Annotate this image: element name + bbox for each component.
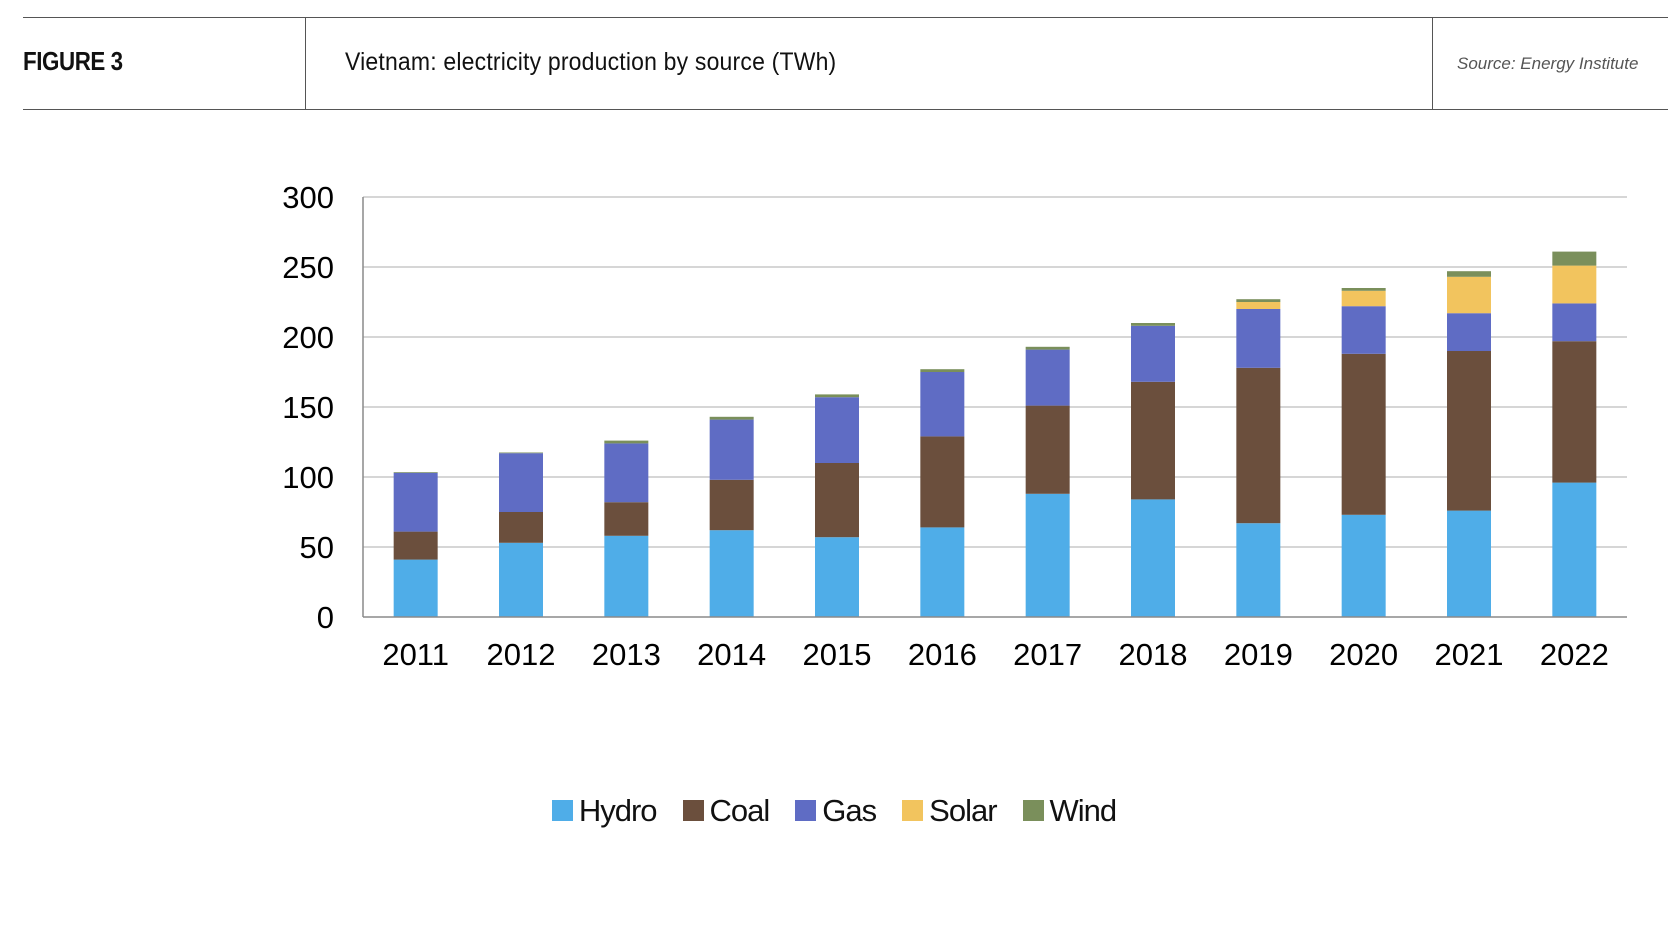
bars [393, 251, 1597, 617]
bar-hydro-2013 [604, 535, 649, 617]
bar-coal-2013 [604, 502, 649, 536]
legend: Hydro Coal Gas Solar Wind [0, 795, 1668, 826]
bar-hydro-2011 [393, 559, 438, 617]
y-tick-label: 200 [282, 320, 334, 355]
bar-wind-2015 [815, 394, 859, 398]
x-tick-label: 2012 [487, 637, 556, 672]
figure-header: FIGURE 3 Vietnam: electricity production… [23, 17, 1668, 110]
x-tick-label: 2020 [1329, 637, 1398, 672]
bar-hydro-2019 [1236, 523, 1281, 617]
bar-coal-2016 [920, 436, 965, 528]
x-tick-label: 2017 [1013, 637, 1082, 672]
x-tick-label: 2013 [592, 637, 661, 672]
x-tick-label: 2019 [1224, 637, 1293, 672]
x-tick-label: 2021 [1435, 637, 1504, 672]
legend-swatch [1022, 800, 1044, 821]
bar-wind-2011 [393, 472, 438, 473]
bar-coal-2012 [499, 512, 543, 543]
y-tick-label: 50 [300, 530, 334, 565]
legend-label: Wind [1049, 793, 1118, 828]
x-tick-label: 2015 [803, 637, 872, 672]
y-tick-label: 150 [282, 390, 334, 425]
y-tick-label: 100 [282, 460, 334, 495]
bar-coal-2017 [1025, 405, 1070, 494]
bar-hydro-2016 [920, 527, 965, 617]
bar-coal-2018 [1131, 381, 1175, 500]
legend-swatch [902, 800, 924, 821]
bar-gas-2011 [393, 472, 438, 532]
legend-swatch [682, 800, 704, 821]
bar-gas-2019 [1236, 309, 1281, 368]
figure-label: FIGURE 3 [23, 46, 123, 76]
y-tick-label: 250 [282, 250, 334, 285]
y-tick-label: 0 [317, 600, 334, 635]
x-tick-label: 2022 [1540, 637, 1609, 672]
y-tick-label: 300 [282, 180, 334, 215]
bar-gas-2017 [1025, 349, 1070, 406]
bar-wind-2012 [499, 452, 543, 454]
bar-solar-2019 [1236, 302, 1281, 309]
bar-gas-2015 [815, 397, 859, 463]
bar-wind-2013 [604, 440, 649, 444]
bar-wind-2018 [1131, 323, 1175, 326]
bar-solar-2021 [1447, 276, 1491, 314]
bar-gas-2022 [1552, 303, 1597, 342]
bar-hydro-2017 [1025, 493, 1070, 617]
bar-hydro-2020 [1341, 514, 1386, 617]
y-tick-labels: 0 50 100 150 200 250 300 [282, 180, 334, 635]
bar-gas-2016 [920, 372, 965, 437]
bar-wind-2022 [1552, 251, 1597, 266]
x-tick-label: 2016 [908, 637, 977, 672]
x-tick-label: 2014 [697, 637, 766, 672]
legend-label: Coal [709, 793, 771, 828]
bar-wind-2016 [920, 369, 965, 372]
legend-swatch [795, 800, 817, 821]
legend-label: Solar [929, 793, 997, 828]
x-tick-label: 2011 [382, 637, 449, 672]
bar-coal-2015 [815, 463, 859, 538]
bar-hydro-2022 [1552, 482, 1597, 617]
header-divider [1432, 18, 1433, 109]
legend-swatch [551, 800, 573, 821]
axes [362, 197, 1627, 618]
bar-wind-2020 [1341, 288, 1386, 291]
bar-coal-2014 [709, 479, 754, 531]
x-tick-labels: 2011 2012 2013 2014 2015 2016 2017 2018 2019 2020… [382, 637, 1608, 672]
header-divider [305, 18, 306, 109]
chart-title: Vietnam: electricity production by sourc… [345, 48, 837, 76]
bar-gas-2021 [1447, 313, 1491, 351]
bar-wind-2021 [1447, 271, 1491, 277]
bar-coal-2021 [1447, 351, 1491, 511]
bar-hydro-2014 [709, 530, 754, 617]
bar-hydro-2012 [499, 542, 543, 617]
bar-wind-2019 [1236, 299, 1281, 302]
bar-gas-2014 [709, 419, 754, 480]
bar-gas-2012 [499, 453, 543, 512]
bar-coal-2019 [1236, 367, 1281, 524]
legend-label: Gas [822, 793, 877, 828]
legend-item-hydro: Hydro [551, 793, 658, 828]
bar-gas-2020 [1341, 306, 1386, 354]
bar-hydro-2021 [1447, 510, 1491, 617]
legend-item-solar: Solar [902, 793, 998, 828]
bar-gas-2018 [1131, 325, 1175, 382]
source-note: Source: Energy Institute [1457, 54, 1639, 73]
bar-solar-2022 [1552, 265, 1597, 304]
legend-label: Hydro [578, 793, 658, 828]
bar-gas-2013 [604, 443, 649, 503]
legend-item-coal: Coal [682, 793, 771, 828]
bar-hydro-2018 [1131, 499, 1175, 617]
bar-wind-2017 [1025, 346, 1070, 350]
bar-wind-2014 [709, 416, 754, 420]
bar-hydro-2015 [815, 537, 859, 617]
bar-coal-2020 [1341, 353, 1386, 515]
bar-solar-2020 [1341, 290, 1386, 307]
x-tick-label: 2018 [1119, 637, 1188, 672]
bar-coal-2022 [1552, 341, 1597, 483]
legend-item-wind: Wind [1022, 793, 1118, 828]
gridlines [363, 196, 1627, 548]
bar-coal-2011 [393, 531, 438, 560]
legend-item-gas: Gas [795, 793, 877, 828]
